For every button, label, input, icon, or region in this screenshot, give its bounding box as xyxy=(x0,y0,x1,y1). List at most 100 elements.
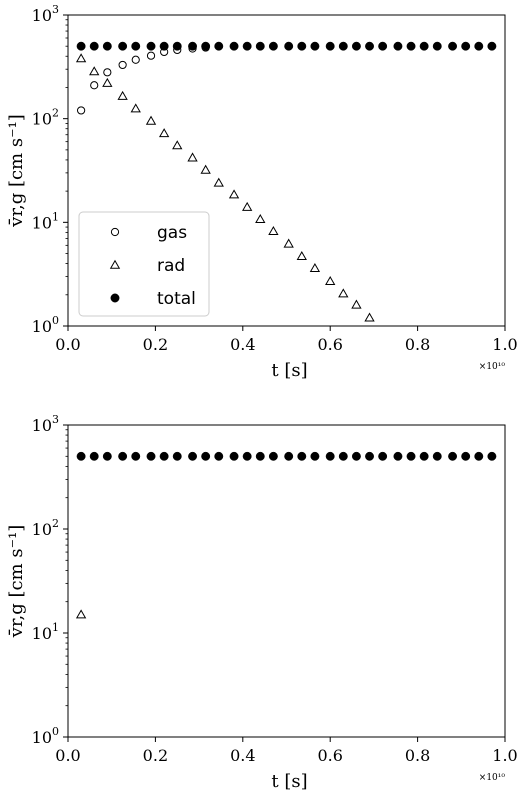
total-point xyxy=(297,41,307,51)
total-point xyxy=(131,41,141,51)
total-point xyxy=(146,451,156,461)
gas-point xyxy=(77,106,86,115)
y-tick-label: 101 xyxy=(32,621,59,643)
total-point xyxy=(448,451,458,461)
total-point xyxy=(284,451,294,461)
total-point xyxy=(297,451,307,461)
x-tick-label: 0.4 xyxy=(230,335,255,354)
x-offset-label: ×10¹⁰ xyxy=(479,362,506,372)
legend-marker-total xyxy=(110,293,120,303)
total-point xyxy=(487,41,497,51)
rad-point xyxy=(242,201,253,211)
rad-point xyxy=(75,53,87,63)
rad-point xyxy=(338,288,349,298)
total-point xyxy=(188,41,197,51)
x-tick-label: 0.0 xyxy=(55,746,80,765)
total-point xyxy=(214,451,224,461)
total-point xyxy=(255,451,265,461)
rad-point xyxy=(172,140,183,150)
total-point xyxy=(172,451,182,461)
total-point xyxy=(474,41,484,51)
plot-frame xyxy=(67,424,506,738)
total-point xyxy=(419,451,429,461)
rad-point xyxy=(213,177,224,187)
rad-point xyxy=(351,299,362,309)
rad-point xyxy=(325,275,336,286)
legend-label-gas: gas xyxy=(157,223,187,243)
series-total xyxy=(76,41,497,51)
total-point xyxy=(242,451,252,461)
rad-point xyxy=(309,263,321,273)
total-point xyxy=(255,41,265,51)
x-tick-label: 1.0 xyxy=(492,746,517,765)
x-tick-label: 0.2 xyxy=(143,746,168,765)
total-point xyxy=(201,451,211,461)
total-point xyxy=(461,41,471,51)
legend: gas rad total xyxy=(78,211,210,317)
x-tick-label: 0.8 xyxy=(405,746,430,765)
x-tick-label: 1.0 xyxy=(492,335,517,354)
total-point xyxy=(351,451,361,461)
total-point xyxy=(159,41,169,51)
total-point xyxy=(118,451,128,461)
total-point xyxy=(378,451,388,461)
total-point xyxy=(365,41,374,51)
total-point xyxy=(76,451,86,461)
legend-marker-gas xyxy=(110,227,120,237)
plot-frame xyxy=(67,14,506,327)
series-rad xyxy=(75,53,375,322)
gas-point xyxy=(90,81,99,90)
rad-point xyxy=(268,225,279,235)
total-point xyxy=(268,41,278,51)
total-point xyxy=(146,41,156,51)
legend-label-total: total xyxy=(157,289,196,309)
x-tick-label: 0.0 xyxy=(55,335,80,354)
total-point xyxy=(118,41,128,51)
y-tick-label: 100 xyxy=(32,314,59,336)
x-axis-label: t [s] xyxy=(271,771,307,792)
y-tick-label: 101 xyxy=(32,210,59,232)
total-point xyxy=(351,41,361,51)
y-tick-label: 100 xyxy=(32,725,59,747)
rad-point xyxy=(296,251,307,261)
x-axis-label: t [s] xyxy=(271,360,307,381)
total-point xyxy=(229,451,239,461)
total-point xyxy=(432,41,442,51)
rad-point xyxy=(187,152,198,162)
rad-point xyxy=(283,238,294,248)
rad-point xyxy=(364,312,375,322)
x-tick-label: 0.6 xyxy=(317,746,342,765)
total-point xyxy=(102,41,112,51)
total-point xyxy=(131,451,141,461)
gas-point xyxy=(131,55,140,64)
total-point xyxy=(487,451,497,461)
total-point xyxy=(474,451,484,461)
total-point xyxy=(89,41,99,51)
rad-point xyxy=(255,213,266,224)
x-tick-label: 0.4 xyxy=(230,746,255,765)
total-point xyxy=(338,41,348,51)
total-point xyxy=(89,451,99,461)
total-point xyxy=(325,41,335,51)
total-point xyxy=(406,41,416,51)
total-point xyxy=(284,41,294,51)
gas-point xyxy=(103,68,112,77)
series-gas xyxy=(77,43,210,115)
rad-point xyxy=(75,609,87,619)
rad-point xyxy=(228,189,240,199)
total-point xyxy=(229,41,239,51)
rad-point xyxy=(200,164,211,174)
legend-box xyxy=(78,211,210,317)
gas-point xyxy=(118,60,127,70)
total-point xyxy=(310,451,320,461)
y-tick-label: 103 xyxy=(32,413,59,435)
rad-point xyxy=(89,66,100,76)
y-tick-label: 102 xyxy=(32,107,59,129)
rad-point xyxy=(158,128,170,138)
total-point xyxy=(242,41,252,51)
series-total xyxy=(76,451,497,461)
total-point xyxy=(214,41,224,51)
total-point xyxy=(378,41,388,51)
total-point xyxy=(365,451,374,461)
